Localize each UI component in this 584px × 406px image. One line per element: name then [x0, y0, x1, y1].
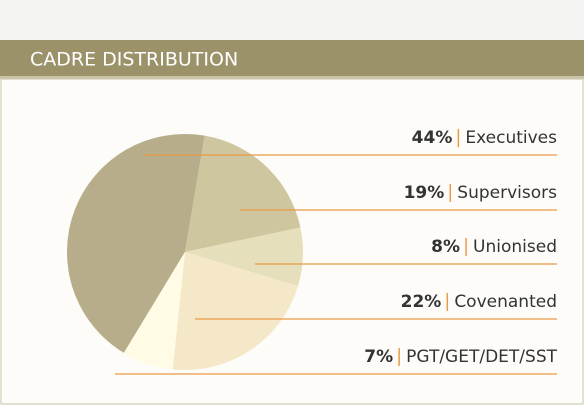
legend-label: PGT/GET/DET/SST	[406, 347, 557, 367]
pie-slice	[172, 252, 298, 370]
legend-label: Unionised	[473, 237, 557, 257]
chart-title: CADRE DISTRIBUTION	[30, 49, 238, 71]
pie-slice	[67, 134, 205, 353]
value-label: 7%	[364, 347, 393, 367]
legend-label: Executives	[465, 128, 557, 148]
value-label: 19%	[404, 183, 445, 203]
pie-slice	[123, 252, 185, 370]
labels: Executives 44% Supervisors 19% Unionised 8% Co…	[115, 128, 558, 375]
value-label: 8%	[431, 237, 460, 257]
value-label: 44%	[412, 128, 453, 148]
pie-slice	[185, 135, 301, 252]
pie	[67, 134, 303, 370]
legend-label: Supervisors	[457, 183, 557, 203]
legend-label: Covenanted	[454, 292, 557, 312]
header-rule	[0, 76, 584, 79]
value-label: 22%	[401, 292, 442, 312]
top-bar	[0, 0, 584, 40]
header-band	[0, 40, 584, 78]
pie-slice	[185, 227, 303, 287]
